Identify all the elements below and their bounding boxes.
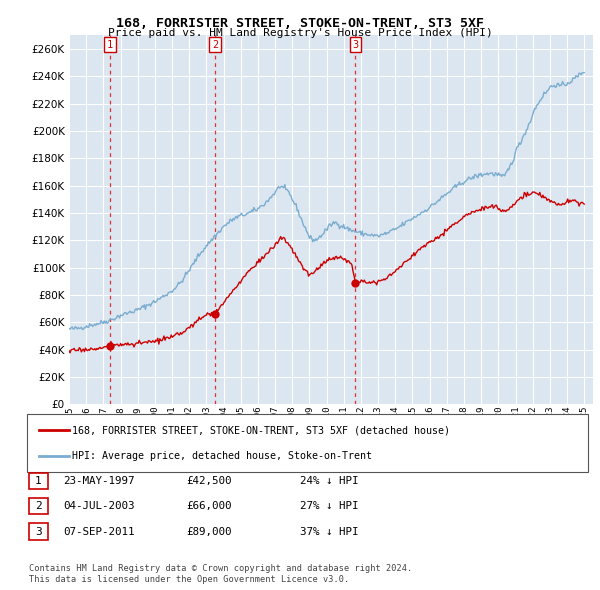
Text: 23-MAY-1997: 23-MAY-1997	[63, 476, 134, 486]
Text: 2: 2	[35, 502, 42, 511]
Text: Contains HM Land Registry data © Crown copyright and database right 2024.: Contains HM Land Registry data © Crown c…	[29, 565, 412, 573]
Text: 24% ↓ HPI: 24% ↓ HPI	[300, 476, 359, 486]
Text: 2: 2	[212, 40, 218, 50]
Text: 168, FORRISTER STREET, STOKE-ON-TRENT, ST3 5XF: 168, FORRISTER STREET, STOKE-ON-TRENT, S…	[116, 17, 484, 30]
Text: 04-JUL-2003: 04-JUL-2003	[63, 502, 134, 511]
Text: 3: 3	[35, 527, 42, 536]
Text: 168, FORRISTER STREET, STOKE-ON-TRENT, ST3 5XF (detached house): 168, FORRISTER STREET, STOKE-ON-TRENT, S…	[72, 425, 450, 435]
Text: 1: 1	[35, 476, 42, 486]
Text: 37% ↓ HPI: 37% ↓ HPI	[300, 527, 359, 536]
Text: 27% ↓ HPI: 27% ↓ HPI	[300, 502, 359, 511]
Text: Price paid vs. HM Land Registry's House Price Index (HPI): Price paid vs. HM Land Registry's House …	[107, 28, 493, 38]
Text: 1: 1	[107, 40, 113, 50]
Text: £66,000: £66,000	[186, 502, 232, 511]
Text: HPI: Average price, detached house, Stoke-on-Trent: HPI: Average price, detached house, Stok…	[72, 451, 372, 461]
Text: 07-SEP-2011: 07-SEP-2011	[63, 527, 134, 536]
Text: This data is licensed under the Open Government Licence v3.0.: This data is licensed under the Open Gov…	[29, 575, 349, 584]
Text: 3: 3	[352, 40, 359, 50]
Text: £89,000: £89,000	[186, 527, 232, 536]
Text: £42,500: £42,500	[186, 476, 232, 486]
